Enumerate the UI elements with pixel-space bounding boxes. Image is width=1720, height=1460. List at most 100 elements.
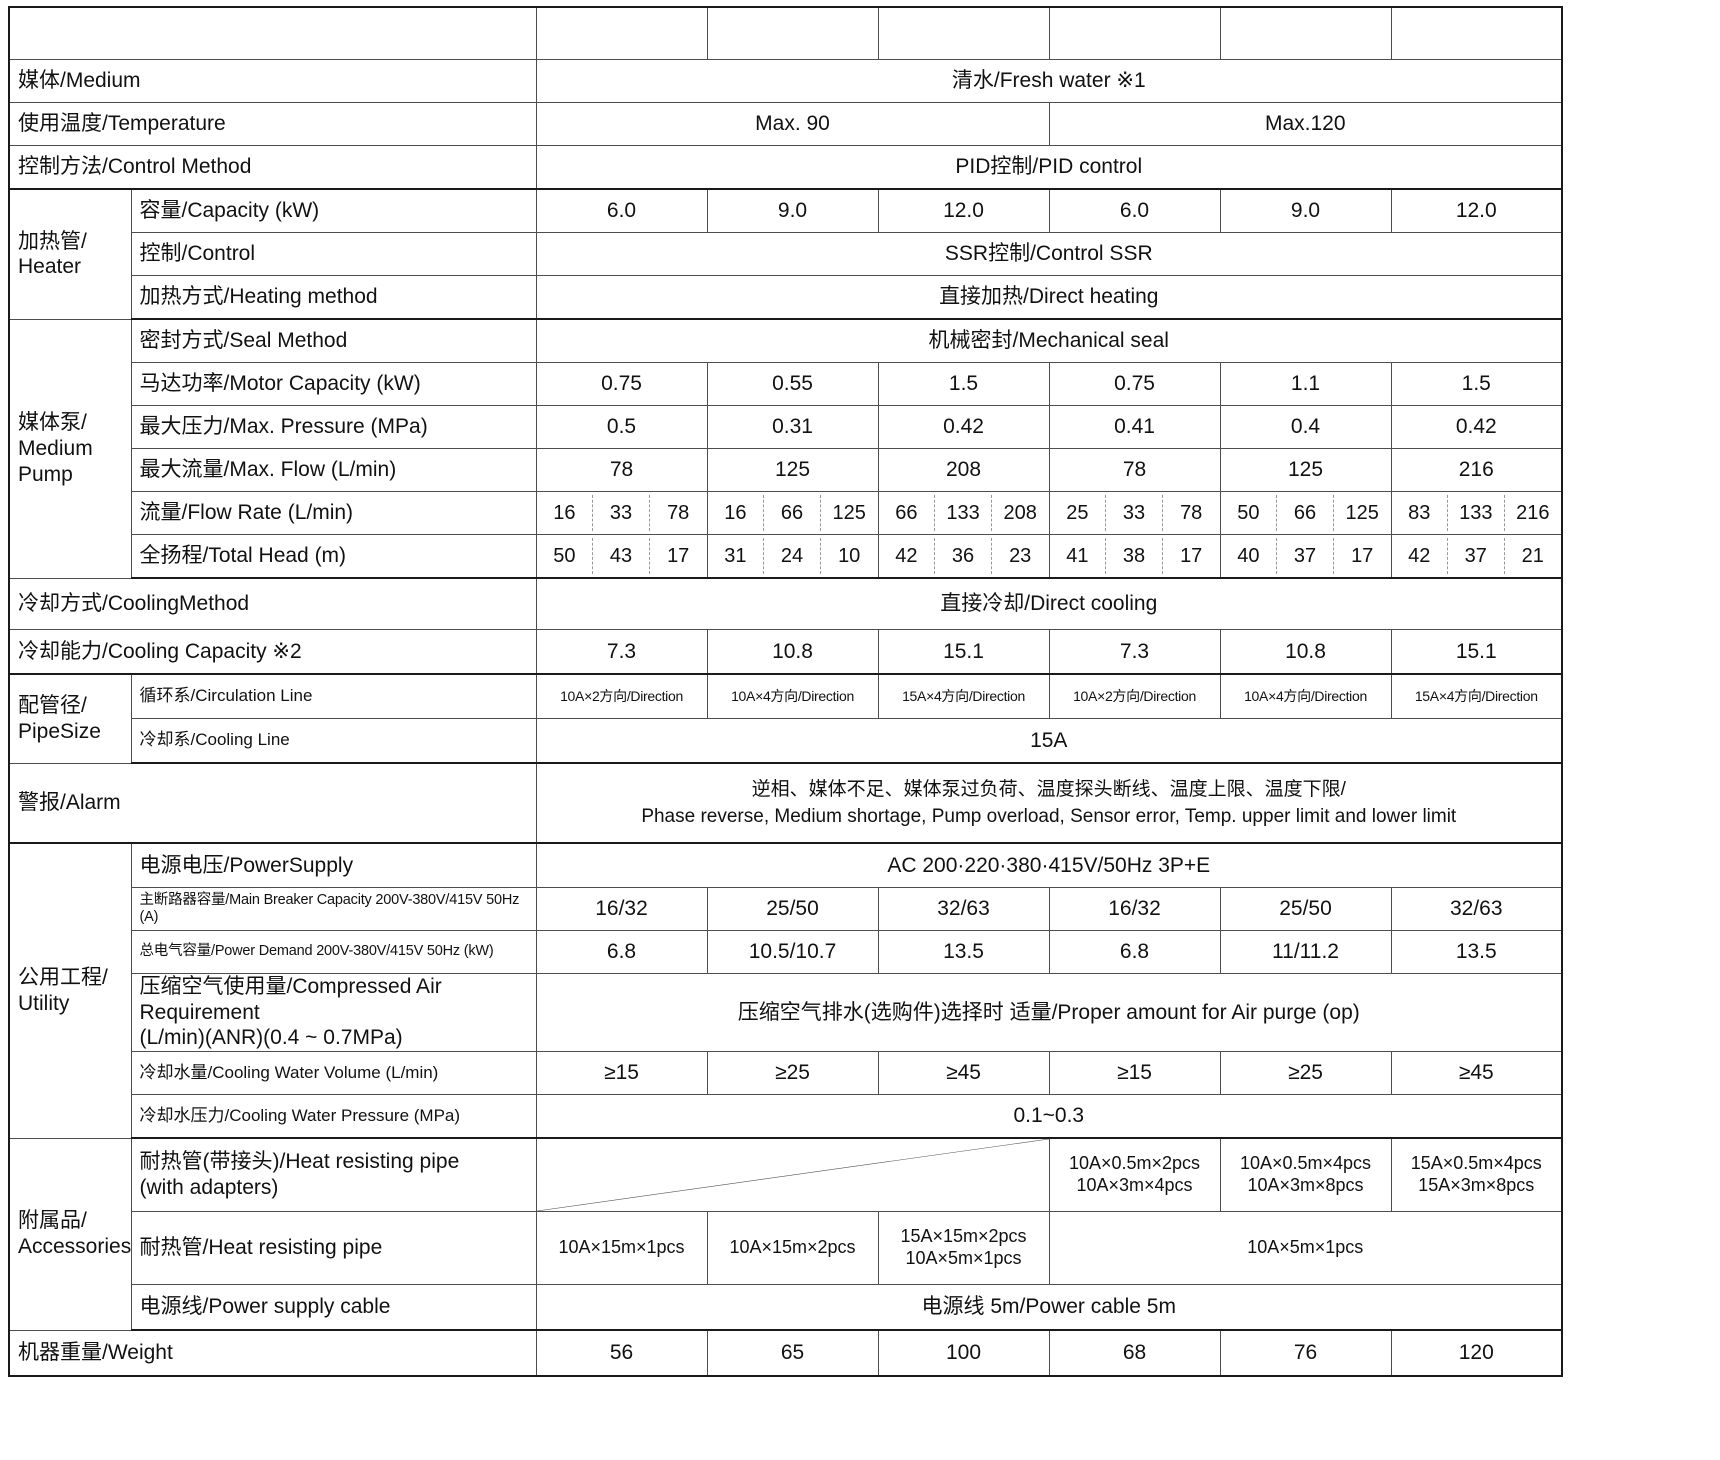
value-total-head-5: 40 37 17 (1219, 534, 1392, 580)
value-max-pressure-6: 0.42 (1390, 405, 1564, 450)
group-label-pipe-size-line2: PipeSize (18, 719, 101, 743)
value-flow-rate-5: 50 66 125 (1219, 491, 1392, 536)
value-circulation-line-5: 10A×4方向/Direction (1219, 673, 1392, 720)
total-head-4-c: 17 (1180, 545, 1203, 568)
value-control-method: PID控制/PID control (535, 145, 1564, 191)
value-medium: 清水/Fresh water ※1 (535, 59, 1564, 104)
spec-sheet: 型号/Model TWK-200L-KS TWK-600L-KS TWK-120… (7, 6, 1564, 1378)
group-label-heater-line2: Heater (18, 255, 82, 279)
table-row-max-pressure: 最大压力/Max. Pressure (MPa) 0.5 0.31 0.42 0… (9, 405, 1564, 450)
value-cooling-water-volume-6: ≥45 (1390, 1051, 1564, 1096)
row-label-cooling-water-pressure: 冷却水压力/Cooling Water Pressure (MPa) (130, 1094, 537, 1140)
alarm-line-1: 逆相、媒体不足、媒体泵过负荷、温度探头断线、温度上限、温度下限/ (751, 778, 1346, 800)
value-main-breaker-4: 16/32 (1048, 887, 1221, 932)
value-flow-rate-1: 16 33 78 (535, 491, 708, 536)
compressed-air-label-line1: 压缩空气使用量/Compressed Air Requirement (139, 975, 442, 1024)
value-heat-pipe-1: 10A×15m×1pcs (535, 1211, 708, 1286)
row-label-seal-method: 密封方式/Seal Method (130, 318, 537, 364)
value-heater-capacity-4: 6.0 (1048, 188, 1221, 234)
row-label-power-supply: 电源电压/PowerSupply (130, 842, 537, 889)
row-label-circulation-line: 循环系/Circulation Line (130, 673, 537, 720)
flow-rate-2-a: 16 (708, 495, 765, 532)
header-model-5: TWK-600M-KS (1219, 6, 1392, 61)
group-label-pipe-size-line1: 配管径/ (18, 694, 87, 718)
value-power-supply: AC 200·220·380·415V/50Hz 3P+E (535, 842, 1564, 889)
row-label-max-flow: 最大流量/Max. Flow (L/min) (130, 448, 537, 493)
value-weight-6: 120 (1390, 1329, 1564, 1378)
value-total-head-1: 50 43 17 (535, 534, 708, 580)
flow-rate-2-b: 66 (764, 495, 821, 532)
value-power-demand-6: 13.5 (1390, 930, 1564, 975)
row-label-main-breaker: 主断路器容量/Main Breaker Capacity 200V-380V/4… (130, 887, 537, 932)
value-max-pressure-5: 0.4 (1219, 405, 1392, 450)
value-cooling-capacity-1: 7.3 (535, 629, 708, 676)
value-total-head-3: 42 36 23 (877, 534, 1050, 580)
value-main-breaker-5: 25/50 (1219, 887, 1392, 932)
total-head-5-b: 37 (1277, 538, 1334, 575)
header-model-3: TWK-1200L-KS (877, 6, 1050, 61)
heat-pipe-adapters-label-line2: (with adapters) (139, 1176, 279, 1200)
group-label-accessories-line2: Accessories (18, 1235, 132, 1259)
empty-diagonal-cell (535, 1137, 1050, 1213)
row-label-control-method: 控制方法/Control Method (7, 145, 537, 191)
value-flow-rate-6: 83 133 216 (1390, 491, 1564, 536)
row-label-max-pressure: 最大压力/Max. Pressure (MPa) (130, 405, 537, 450)
alarm-line-2: Phase reverse, Medium shortage, Pump ove… (641, 806, 1457, 828)
header-model-2: TWK-600L-KS (706, 6, 879, 61)
total-head-2-a: 31 (708, 538, 765, 575)
heat-pipe-adapters-label-line1: 耐热管(带接头)/Heat resisting pipe (139, 1150, 460, 1174)
table-row-cooling-water-volume: 冷却水量/Cooling Water Volume (L/min) ≥15 ≥2… (9, 1051, 1564, 1096)
row-label-total-head: 全扬程/Total Head (m) (130, 534, 537, 580)
row-label-heater-control: 控制/Control (130, 232, 537, 277)
heat-pipe-adapters-5-line1: 10A×0.5m×4pcs (1239, 1153, 1372, 1174)
total-head-3-b: 36 (935, 538, 992, 575)
value-circulation-line-4: 10A×2方向/Direction (1048, 673, 1221, 720)
value-power-demand-5: 11/11.2 (1219, 930, 1392, 975)
table-row-heating-method: 加热方式/Heating method 直接加热/Direct heating (9, 275, 1564, 321)
flow-rate-3-b: 133 (935, 495, 992, 532)
table-row-cooling-method: 冷却方式/CoolingMethod 直接冷却/Direct cooling (7, 577, 1564, 631)
heat-pipe-3-line1: 15A×15m×2pcs (900, 1226, 1027, 1247)
row-label-cooling-method: 冷却方式/CoolingMethod (7, 577, 537, 631)
value-main-breaker-6: 32/63 (1390, 887, 1564, 932)
flow-rate-1-c: 78 (667, 502, 690, 525)
row-label-flow-rate: 流量/Flow Rate (L/min) (130, 491, 537, 536)
value-main-breaker-1: 16/32 (535, 887, 708, 932)
heat-pipe-adapters-6-line2: 15A×3m×8pcs (1418, 1175, 1535, 1196)
value-flow-rate-4: 25 33 78 (1048, 491, 1221, 536)
flow-rate-2-c: 125 (832, 502, 866, 525)
value-power-demand-3: 13.5 (877, 930, 1050, 975)
table-row-heater-capacity: 加热管/ Heater 容量/Capacity (kW) 6.0 9.0 12.… (8, 188, 1564, 320)
total-head-2-c: 10 (838, 545, 861, 568)
value-total-head-4: 41 38 17 (1048, 534, 1221, 580)
table-row-power-supply: 公用工程/ Utility 电源电压/PowerSupply AC 200·22… (8, 842, 1564, 1139)
flow-rate-5-b: 66 (1277, 495, 1334, 532)
total-head-2-b: 24 (764, 538, 821, 575)
table-row-seal-method: 媒体泵/ Medium Pump 密封方式/Seal Method 机械密封/M… (8, 318, 1564, 579)
value-max-pressure-2: 0.31 (706, 405, 879, 450)
value-motor-capacity-4: 0.75 (1048, 362, 1221, 407)
value-temperature-l: Max. 90 (535, 102, 1050, 147)
value-max-pressure-1: 0.5 (535, 405, 708, 450)
flow-rate-5-c: 125 (1345, 502, 1379, 525)
value-heat-pipe-rest: 10A×5m×1pcs (1048, 1211, 1564, 1286)
row-label-power-cable: 电源线/Power supply cable (130, 1284, 537, 1332)
value-heat-pipe-adapters-5: 10A×0.5m×4pcs 10A×3m×8pcs (1219, 1137, 1392, 1213)
value-max-pressure-3: 0.42 (877, 405, 1050, 450)
table-row-main-breaker: 主断路器容量/Main Breaker Capacity 200V-380V/4… (9, 887, 1564, 932)
value-motor-capacity-3: 1.5 (877, 362, 1050, 407)
heat-pipe-adapters-6-line1: 15A×0.5m×4pcs (1410, 1153, 1542, 1174)
row-label-alarm: 警报/Alarm (7, 762, 537, 845)
group-label-pump-line1: 媒体泵/ (18, 411, 87, 435)
table-row-medium: 媒体/Medium 清水/Fresh water ※1 (7, 59, 1564, 104)
value-alarm: 逆相、媒体不足、媒体泵过负荷、温度探头断线、温度上限、温度下限/ Phase r… (535, 762, 1564, 845)
header-model-label: 型号/Model (7, 6, 537, 61)
value-cooling-water-volume-4: ≥15 (1048, 1051, 1221, 1096)
row-label-heater-capacity: 容量/Capacity (kW) (130, 188, 537, 234)
table-row-heat-pipe-adapters: 附属品/ Accessories 耐热管(带接头)/Heat resisting… (8, 1137, 1564, 1331)
row-label-cooling-capacity: 冷却能力/Cooling Capacity ※2 (7, 629, 537, 676)
value-cooling-water-volume-2: ≥25 (706, 1051, 879, 1096)
row-label-temperature: 使用温度/Temperature (7, 102, 537, 147)
total-head-4-b: 38 (1106, 538, 1163, 575)
table-row-control-method: 控制方法/Control Method PID控制/PID control (7, 145, 1564, 191)
